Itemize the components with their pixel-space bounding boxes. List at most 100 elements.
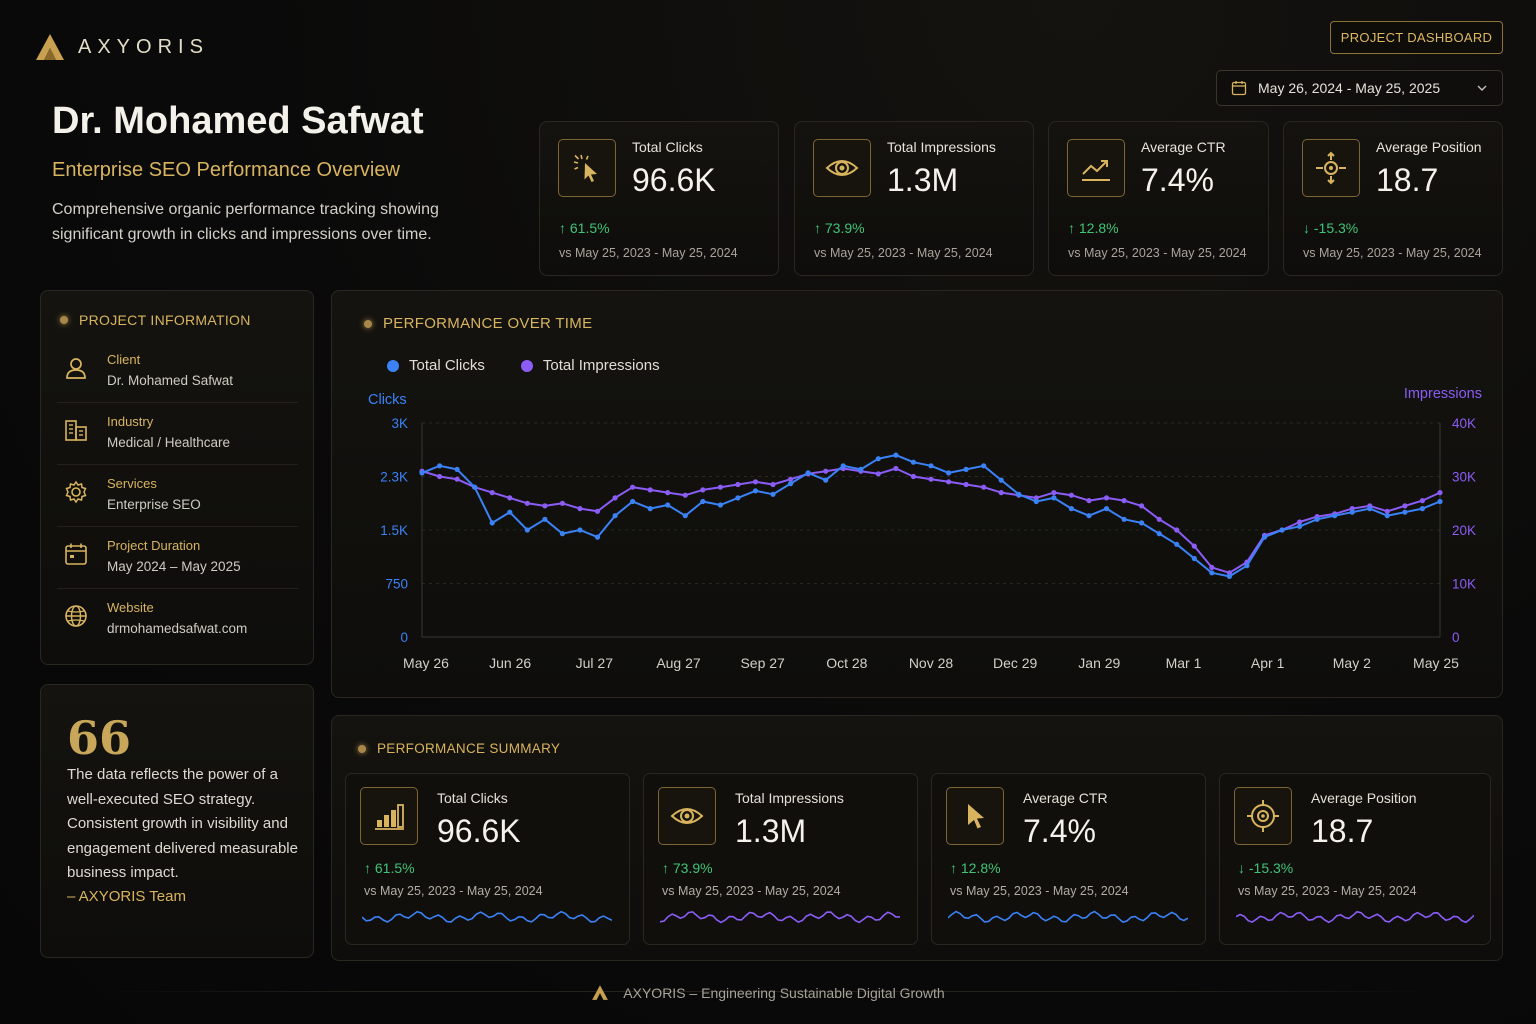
kpi-change: ↑ 61.5% (559, 220, 610, 236)
data-point-clicks (419, 470, 425, 476)
data-point-clicks (1226, 573, 1232, 579)
data-point-impressions (507, 495, 513, 501)
data-point-clicks (770, 491, 776, 497)
chart-legend: Total Clicks Total Impressions (387, 357, 660, 374)
data-point-impressions (1191, 543, 1197, 549)
brand-logo[interactable]: AXYORIS (34, 32, 209, 62)
kpi-label: Average CTR (1141, 139, 1226, 155)
footer-divider (100, 991, 1436, 992)
kpi-card-total-impressions[interactable]: Total Impressions 1.3M ↑ 73.9% vs May 25… (794, 121, 1034, 276)
section-title-text: PERFORMANCE SUMMARY (377, 741, 561, 756)
info-row-industry: Industry Medical / Healthcare (57, 403, 298, 465)
info-value: May 2024 – May 2025 (107, 559, 241, 574)
section-title-text: PROJECT INFORMATION (79, 312, 251, 328)
data-point-impressions (1349, 506, 1355, 512)
gear-icon (65, 480, 87, 504)
data-point-clicks (1051, 495, 1057, 501)
data-point-clicks (665, 502, 671, 508)
summary-card-average-ctr[interactable]: Average CTR 7.4% ↑ 12.8% vs May 25, 2023… (931, 773, 1206, 945)
data-point-impressions (1068, 492, 1074, 498)
kpi-label: Total Impressions (887, 139, 996, 155)
data-point-impressions (893, 465, 899, 472)
data-point-impressions (612, 495, 618, 501)
data-point-impressions (928, 476, 934, 482)
summary-period: vs May 25, 2023 - May 25, 2024 (662, 884, 841, 898)
data-point-clicks (1244, 563, 1250, 569)
axyoris-logo-icon (36, 34, 64, 60)
data-point-clicks (454, 466, 460, 472)
legend-item-impressions[interactable]: Total Impressions (520, 357, 660, 374)
data-point-impressions (1051, 490, 1057, 496)
data-point-impressions (665, 490, 671, 496)
data-point-clicks (946, 470, 952, 476)
kpi-period: vs May 25, 2023 - May 25, 2024 (559, 246, 738, 260)
kpi-card-total-clicks[interactable]: Total Clicks 96.6K ↑ 61.5% vs May 25, 20… (539, 121, 779, 276)
legend-swatch-clicks (387, 359, 399, 372)
date-range-picker[interactable]: May 26, 2024 - May 25, 2025 (1216, 70, 1503, 106)
quote-text: The data reflects the power of a well-ex… (67, 766, 298, 881)
data-point-impressions (1086, 498, 1092, 504)
data-point-impressions (1226, 570, 1232, 576)
y-right-tick-label: 40K (1452, 416, 1476, 431)
x-tick-label: May 25 (1413, 655, 1459, 671)
info-value: Medical / Healthcare (107, 435, 231, 450)
summary-card-average-position[interactable]: Average Position 18.7 ↓ -15.3% vs May 25… (1219, 773, 1491, 945)
data-point-clicks (1068, 506, 1074, 512)
project-dashboard-button[interactable]: PROJECT DASHBOARD (1330, 21, 1503, 54)
summary-card-total-clicks[interactable]: Total Clicks 96.6K ↑ 61.5% vs May 25, 20… (345, 773, 630, 945)
data-point-impressions (735, 481, 741, 488)
summary-value: 7.4% (1023, 813, 1096, 849)
date-range-value: May 26, 2024 - May 25, 2025 (1258, 80, 1441, 96)
data-point-clicks (752, 488, 759, 494)
kpi-card-average-ctr[interactable]: Average CTR 7.4% ↑ 12.8% vs May 25, 2023… (1048, 121, 1269, 276)
kpi-card-average-position[interactable]: Average Position 18.7 ↓ -15.3% vs May 25… (1283, 121, 1503, 276)
legend-item-clicks[interactable]: Total Clicks (387, 357, 485, 374)
data-point-clicks (1314, 516, 1320, 522)
cursor-icon (946, 787, 1004, 845)
data-point-clicks (963, 466, 969, 472)
calendar-icon (1231, 81, 1247, 96)
data-point-impressions (594, 508, 601, 514)
data-point-clicks (1174, 541, 1180, 547)
kpi-value: 96.6K (632, 162, 716, 198)
data-point-clicks (735, 495, 741, 501)
data-point-clicks (612, 513, 618, 519)
x-tick-label: Mar 1 (1166, 655, 1202, 671)
data-point-clicks (788, 481, 794, 487)
data-point-impressions (700, 487, 706, 493)
data-point-impressions (1402, 503, 1408, 509)
data-point-clicks (1209, 570, 1215, 576)
data-point-impressions (542, 503, 548, 509)
kpi-change: ↑ 12.8% (1068, 220, 1119, 236)
data-point-impressions (788, 476, 794, 482)
summary-change: ↑ 73.9% (662, 860, 713, 876)
info-value: Enterprise SEO (107, 497, 201, 512)
x-tick-label: Jul 27 (576, 655, 614, 671)
summary-period: vs May 25, 2023 - May 25, 2024 (364, 884, 543, 898)
x-tick-label: Jun 26 (489, 655, 531, 671)
data-point-clicks (1191, 555, 1197, 562)
info-label: Website (107, 600, 154, 615)
performance-line-chart[interactable]: 3K 40K 2.3K 30K 1.5K 20K 750 10K 0 0 Clicks Impress… (332, 291, 1504, 699)
summary-card-total-impressions[interactable]: Total Impressions 1.3M ↑ 73.9% vs May 25… (643, 773, 918, 945)
project-information-panel: PROJECT INFORMATION Client Dr. Mohamed S… (40, 290, 314, 665)
website-link[interactable]: drmohamedsafwat.com (107, 621, 248, 636)
summary-change: ↑ 61.5% (364, 860, 415, 876)
data-point-clicks (1419, 506, 1425, 512)
data-point-clicks (1033, 498, 1039, 505)
summary-change: ↑ 12.8% (950, 860, 1001, 876)
legend-label: Total Impressions (542, 357, 660, 374)
data-point-clicks (1332, 513, 1338, 519)
data-point-impressions (981, 484, 987, 490)
data-point-clicks (489, 520, 495, 526)
data-point-clicks (1349, 509, 1355, 515)
data-point-clicks (875, 456, 881, 462)
data-point-impressions (1209, 564, 1215, 570)
data-point-clicks (647, 506, 653, 512)
y-left-tick-label: 1.5K (380, 523, 408, 538)
y-left-axis-title: Clicks (368, 392, 407, 408)
data-point-clicks (1139, 520, 1145, 526)
sparkline-path (948, 910, 1188, 923)
summary-label: Total Clicks (437, 790, 508, 806)
kpi-change: ↑ 73.9% (814, 220, 865, 236)
